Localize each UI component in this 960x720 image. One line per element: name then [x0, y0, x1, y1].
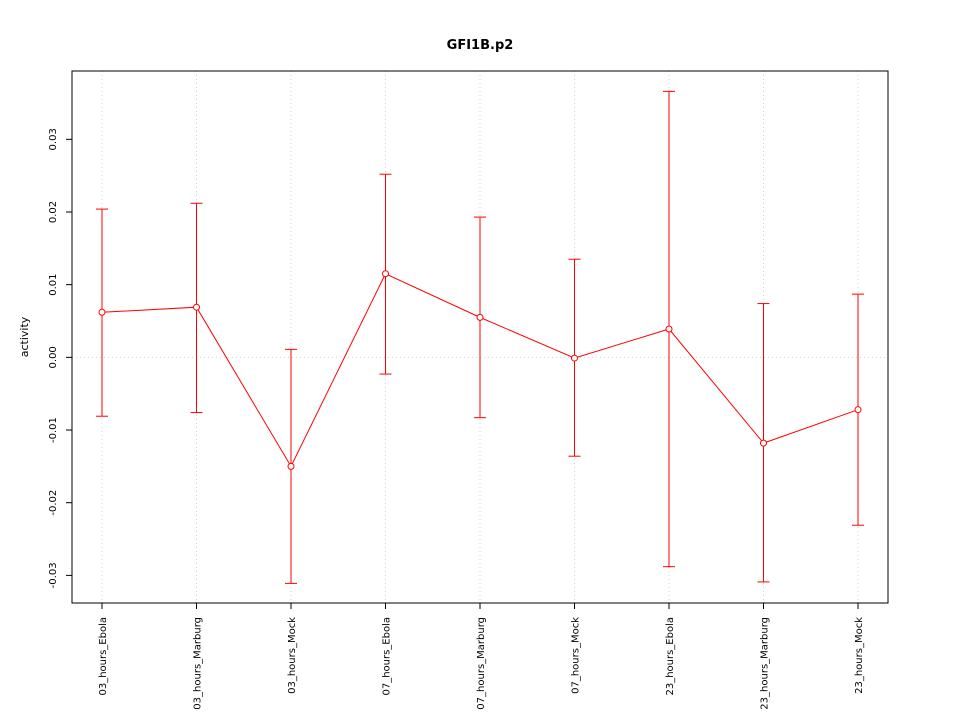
y-tick-label: 0.01 — [48, 274, 59, 296]
y-tick-label: 0.00 — [48, 346, 59, 368]
x-tick-label: 03_hours_Mock — [287, 617, 298, 694]
data-point — [382, 270, 389, 278]
x-tick-label: 23_hours_Marburg — [760, 617, 771, 710]
y-tick-label: -0.02 — [48, 490, 59, 516]
x-tick-label: 23_hours_Mock — [854, 617, 865, 694]
data-point — [476, 313, 484, 321]
data-point — [665, 325, 673, 333]
y-tick-label: 0.02 — [48, 201, 59, 223]
y-axis-title: activity — [18, 316, 31, 357]
chart-title: GFI1B.p2 — [447, 38, 514, 53]
x-tick-label: 07_hours_Marburg — [476, 617, 487, 710]
x-tick-label: 07_hours_Ebola — [382, 617, 393, 696]
data-point — [760, 439, 767, 447]
y-tick-label: 0.03 — [48, 128, 59, 150]
x-axis: 03_hours_Ebola 03_hours_Marburg 03_hours_M… — [98, 603, 865, 710]
y-tick-label: -0.01 — [48, 417, 59, 443]
series-line-group — [96, 90, 864, 584]
data-point — [287, 462, 295, 470]
x-tick-label: 03_hours_Ebola — [98, 617, 109, 696]
y-tick-label: -0.03 — [48, 562, 59, 588]
y-axis: -0.03 -0.02 -0.01 0.00 0.01 0.02 0.03 — [48, 128, 72, 588]
data-point — [854, 406, 862, 414]
data-point — [571, 354, 578, 362]
data-point — [193, 303, 200, 311]
x-tick-label: 03_hours_Marburg — [193, 617, 204, 710]
x-tick-label: 07_hours_Mock — [571, 617, 582, 694]
data-point — [98, 308, 106, 316]
x-tick-label: 23_hours_Ebola — [665, 617, 676, 696]
